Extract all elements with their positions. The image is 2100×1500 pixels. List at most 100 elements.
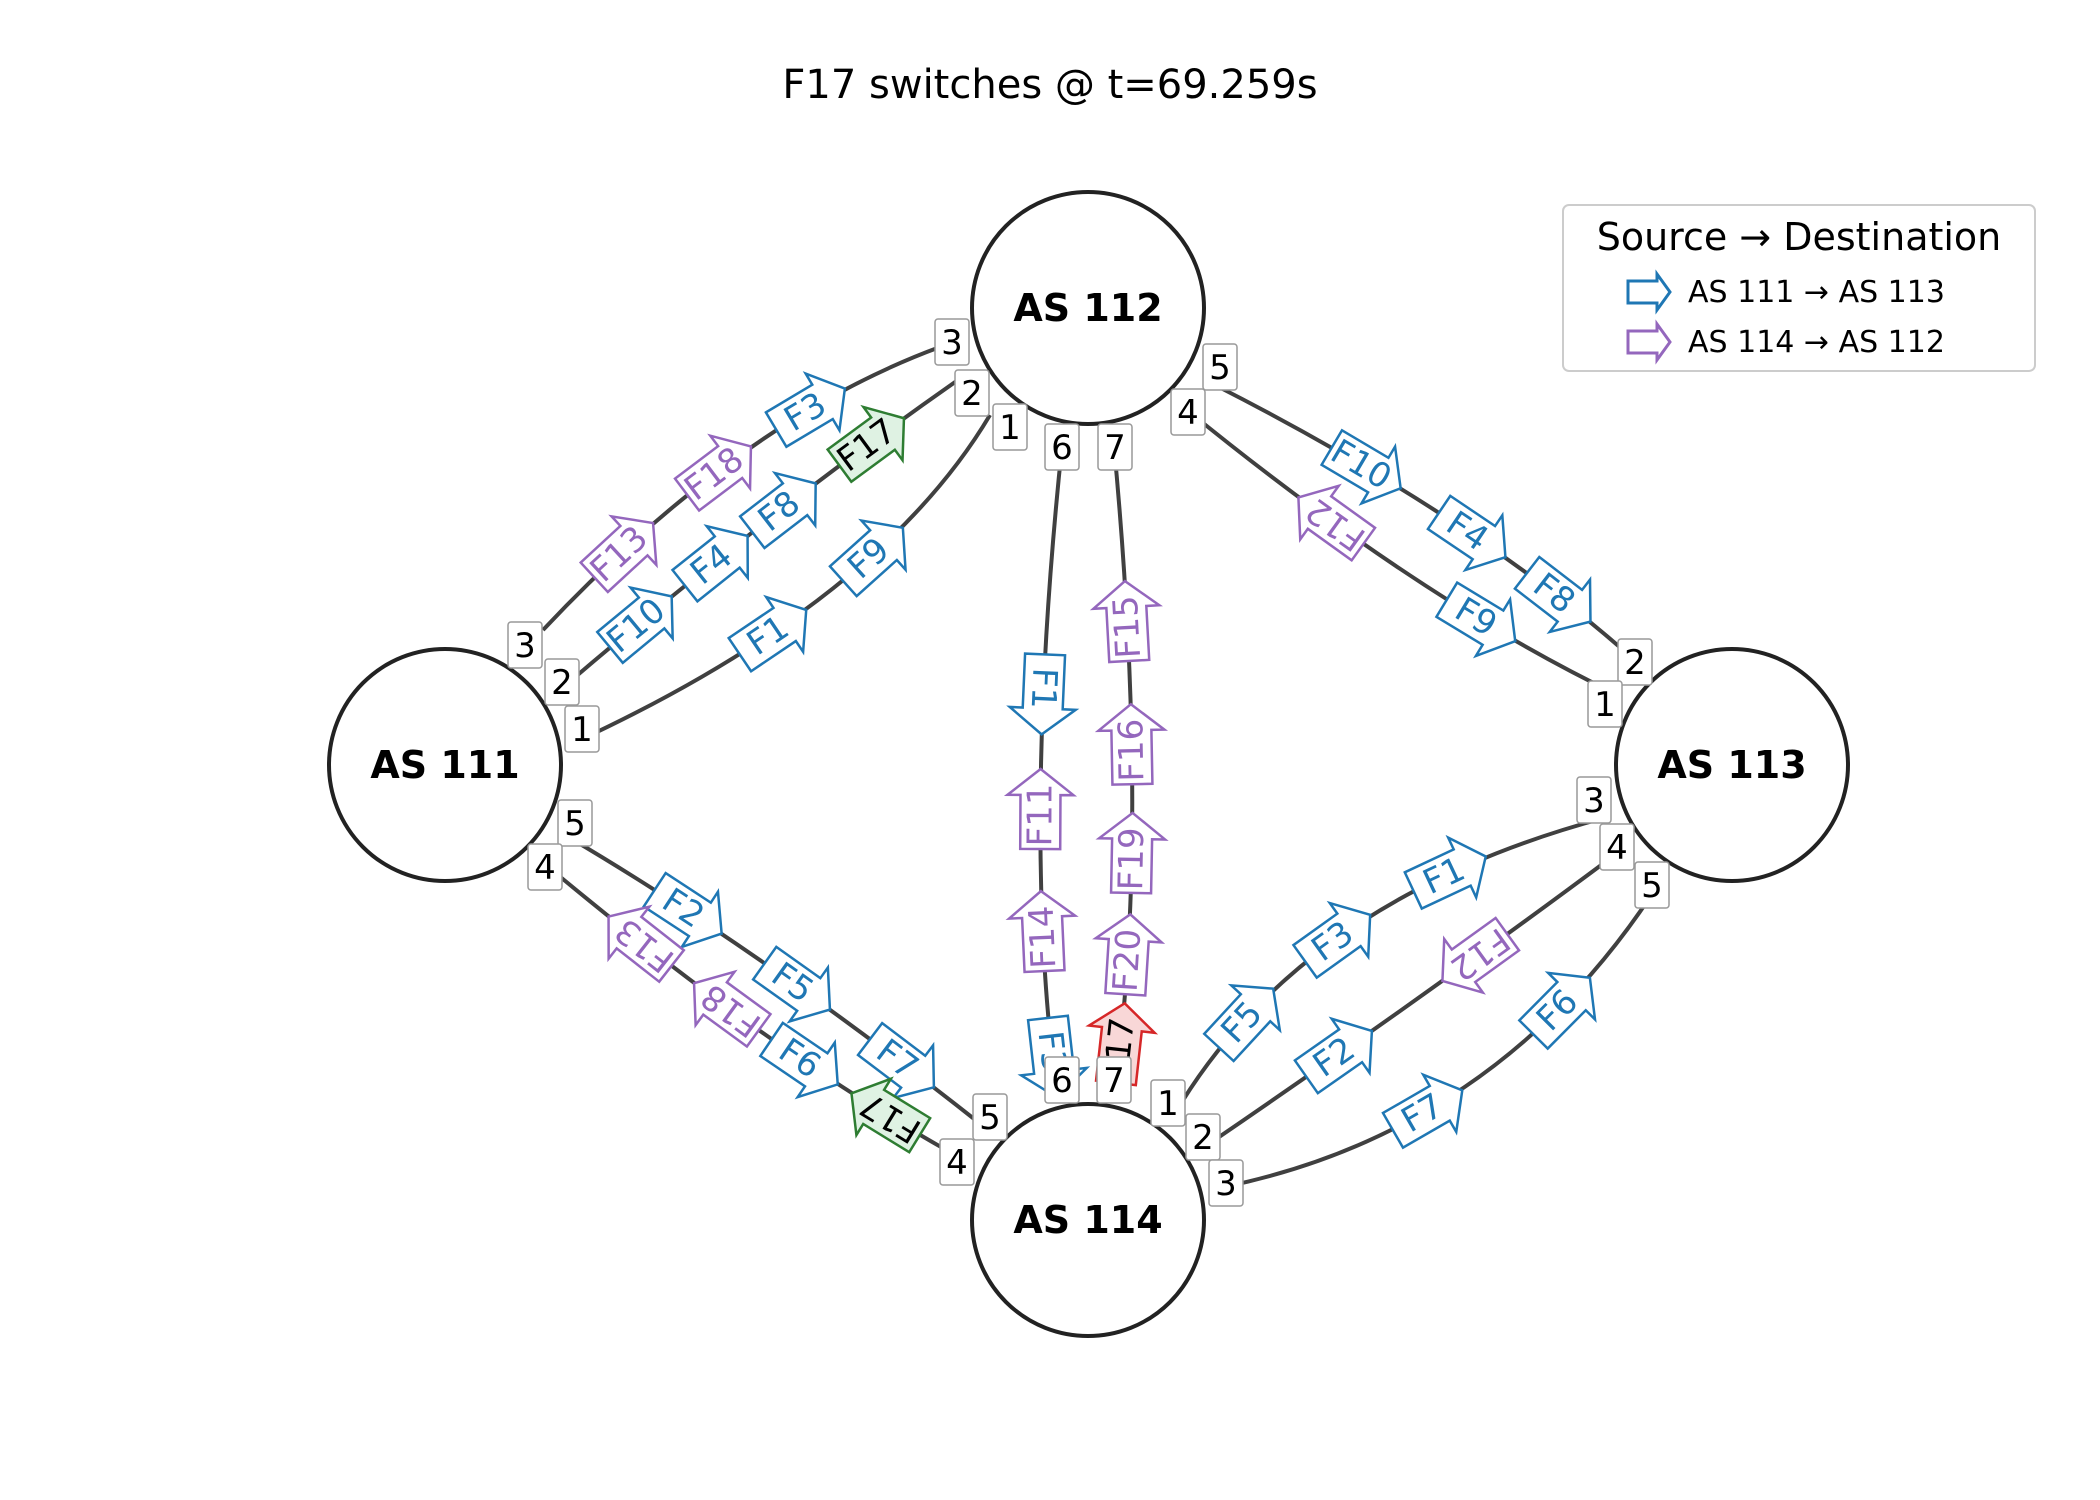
port-badge: 4	[527, 843, 563, 891]
flow-arrow: F3	[764, 371, 847, 449]
flow-arrow-shape	[1517, 971, 1597, 1051]
flow-arrow: F1	[726, 594, 808, 673]
legend-item-label: AS 114 → AS 112	[1688, 325, 1945, 360]
port-badge-box	[1170, 388, 1206, 436]
flow-arrow-shape	[1006, 652, 1080, 736]
port-label: 7	[1103, 1061, 1125, 1101]
port-badge-box	[1185, 1113, 1221, 1161]
flow-arrow: F16	[1094, 702, 1169, 786]
port-label: 5	[564, 804, 586, 844]
legend-arrow-icon	[1626, 319, 1672, 365]
flow-arrow-shape	[642, 871, 723, 950]
flow-arrow-shape	[1381, 1072, 1464, 1150]
flow-arrow-shape	[673, 433, 753, 513]
port-badge: 4	[1599, 823, 1635, 871]
flow-arrow-shape	[1291, 900, 1372, 980]
flow-arrow: F1	[1403, 834, 1488, 911]
legend-box	[1562, 204, 2036, 372]
flow-arrow-shape	[1441, 916, 1521, 995]
link-edge	[1172, 816, 1605, 1117]
flow-arrow-shape	[1089, 579, 1163, 664]
as-node-label: AS 113	[1657, 743, 1806, 787]
legend-arrow-icon	[1626, 269, 1672, 315]
port-badge-box	[1617, 638, 1653, 686]
flow-arrow: F4	[1426, 494, 1507, 573]
port-label: 6	[1051, 428, 1073, 468]
port-badge: 6	[1044, 423, 1080, 471]
flow-arrow: F11	[1003, 767, 1078, 851]
port-badge-box	[934, 318, 970, 366]
flow-label: F15	[1106, 595, 1149, 660]
port-badge: 6	[1044, 1056, 1080, 1104]
port-label: 1	[999, 408, 1021, 448]
flow-arrow: F14	[1005, 889, 1079, 974]
flow-arrow: F20	[1092, 912, 1166, 997]
link-edge	[1223, 883, 1660, 1189]
flow-arrow: F2	[642, 871, 723, 950]
flow-arrow-shape	[726, 594, 808, 673]
flow-arrow-shape	[1005, 889, 1079, 974]
flow-arrow: F8	[1513, 555, 1592, 635]
flow-arrow: F3	[1291, 900, 1372, 980]
port-badge: 4	[1170, 388, 1206, 436]
port-badge: 3	[507, 621, 543, 669]
port-badge: 5	[557, 799, 593, 847]
flow-label: F19	[1111, 827, 1152, 891]
port-badge: 3	[1576, 776, 1612, 824]
flow-arrow: F6	[1517, 971, 1597, 1051]
diagram-title: F17 switches @ t=69.259s	[782, 62, 1317, 108]
flow-arrow: F6	[758, 1021, 840, 1100]
port-label: 3	[941, 323, 963, 363]
port-label: 6	[1051, 1061, 1073, 1101]
flow-arrow-shape	[738, 470, 817, 550]
port-label: 4	[534, 848, 556, 888]
flow-arrow: F15	[1089, 579, 1163, 664]
flow-arrow: F7	[1381, 1072, 1464, 1150]
nodes-layer: AS 111 AS 112 AS 113 AS 114	[327, 190, 1850, 1338]
port-badge-box	[557, 799, 593, 847]
flow-arrow-shape	[758, 1021, 840, 1100]
flow-arrow-shape	[1202, 983, 1282, 1063]
port-badge-box	[1202, 343, 1238, 391]
flow-arrow-shape	[607, 904, 686, 984]
legend: Source → Destination AS 111 → AS 113 AS …	[1562, 204, 2036, 372]
flow-arrow-shape	[751, 945, 832, 1024]
as-node	[970, 190, 1206, 426]
link-edge	[579, 413, 992, 742]
port-badge-box	[544, 658, 580, 706]
port-label: 2	[1624, 643, 1646, 683]
legend-title: Source → Destination	[1597, 215, 2002, 259]
port-badge-box	[939, 1138, 975, 1186]
port-badge: 5	[1634, 861, 1670, 909]
port-label: 3	[514, 626, 536, 666]
flow-arrow-shape	[1403, 834, 1488, 911]
as-node-label: AS 111	[370, 743, 519, 787]
port-badge-box	[1576, 776, 1612, 824]
link-edge	[1038, 445, 1064, 1088]
port-label: 1	[1594, 685, 1616, 725]
port-label: 2	[961, 374, 983, 414]
flow-arrow-shape	[1426, 494, 1507, 573]
port-badge: 1	[1150, 1079, 1186, 1127]
flow-arrow-shape	[764, 371, 847, 449]
flows-layer: F3F18F13F17F8F4F10F9F1F10F4F8F12F9F1F11F…	[578, 371, 1597, 1154]
port-badge-box	[564, 705, 600, 753]
flow-arrow-shape	[850, 1076, 932, 1154]
flow-arrow-shape	[1094, 702, 1169, 786]
flow-arrow-shape	[1003, 767, 1078, 851]
port-label: 5	[1641, 866, 1663, 906]
port-badge: 7	[1097, 423, 1133, 471]
flow-arrow: F2	[1293, 1016, 1374, 1095]
flow-label: F1	[1023, 667, 1065, 710]
port-badge-box	[1044, 1056, 1080, 1104]
port-badge-box	[527, 843, 563, 891]
port-badge: 4	[939, 1138, 975, 1186]
port-label: 3	[1583, 781, 1605, 821]
port-label: 2	[551, 663, 573, 703]
flow-arrow-shape	[1297, 483, 1377, 563]
as-node	[327, 647, 563, 883]
as-node-label: AS 112	[1013, 286, 1162, 330]
port-badge: 3	[1208, 1159, 1244, 1207]
port-badge-box	[972, 1093, 1008, 1141]
